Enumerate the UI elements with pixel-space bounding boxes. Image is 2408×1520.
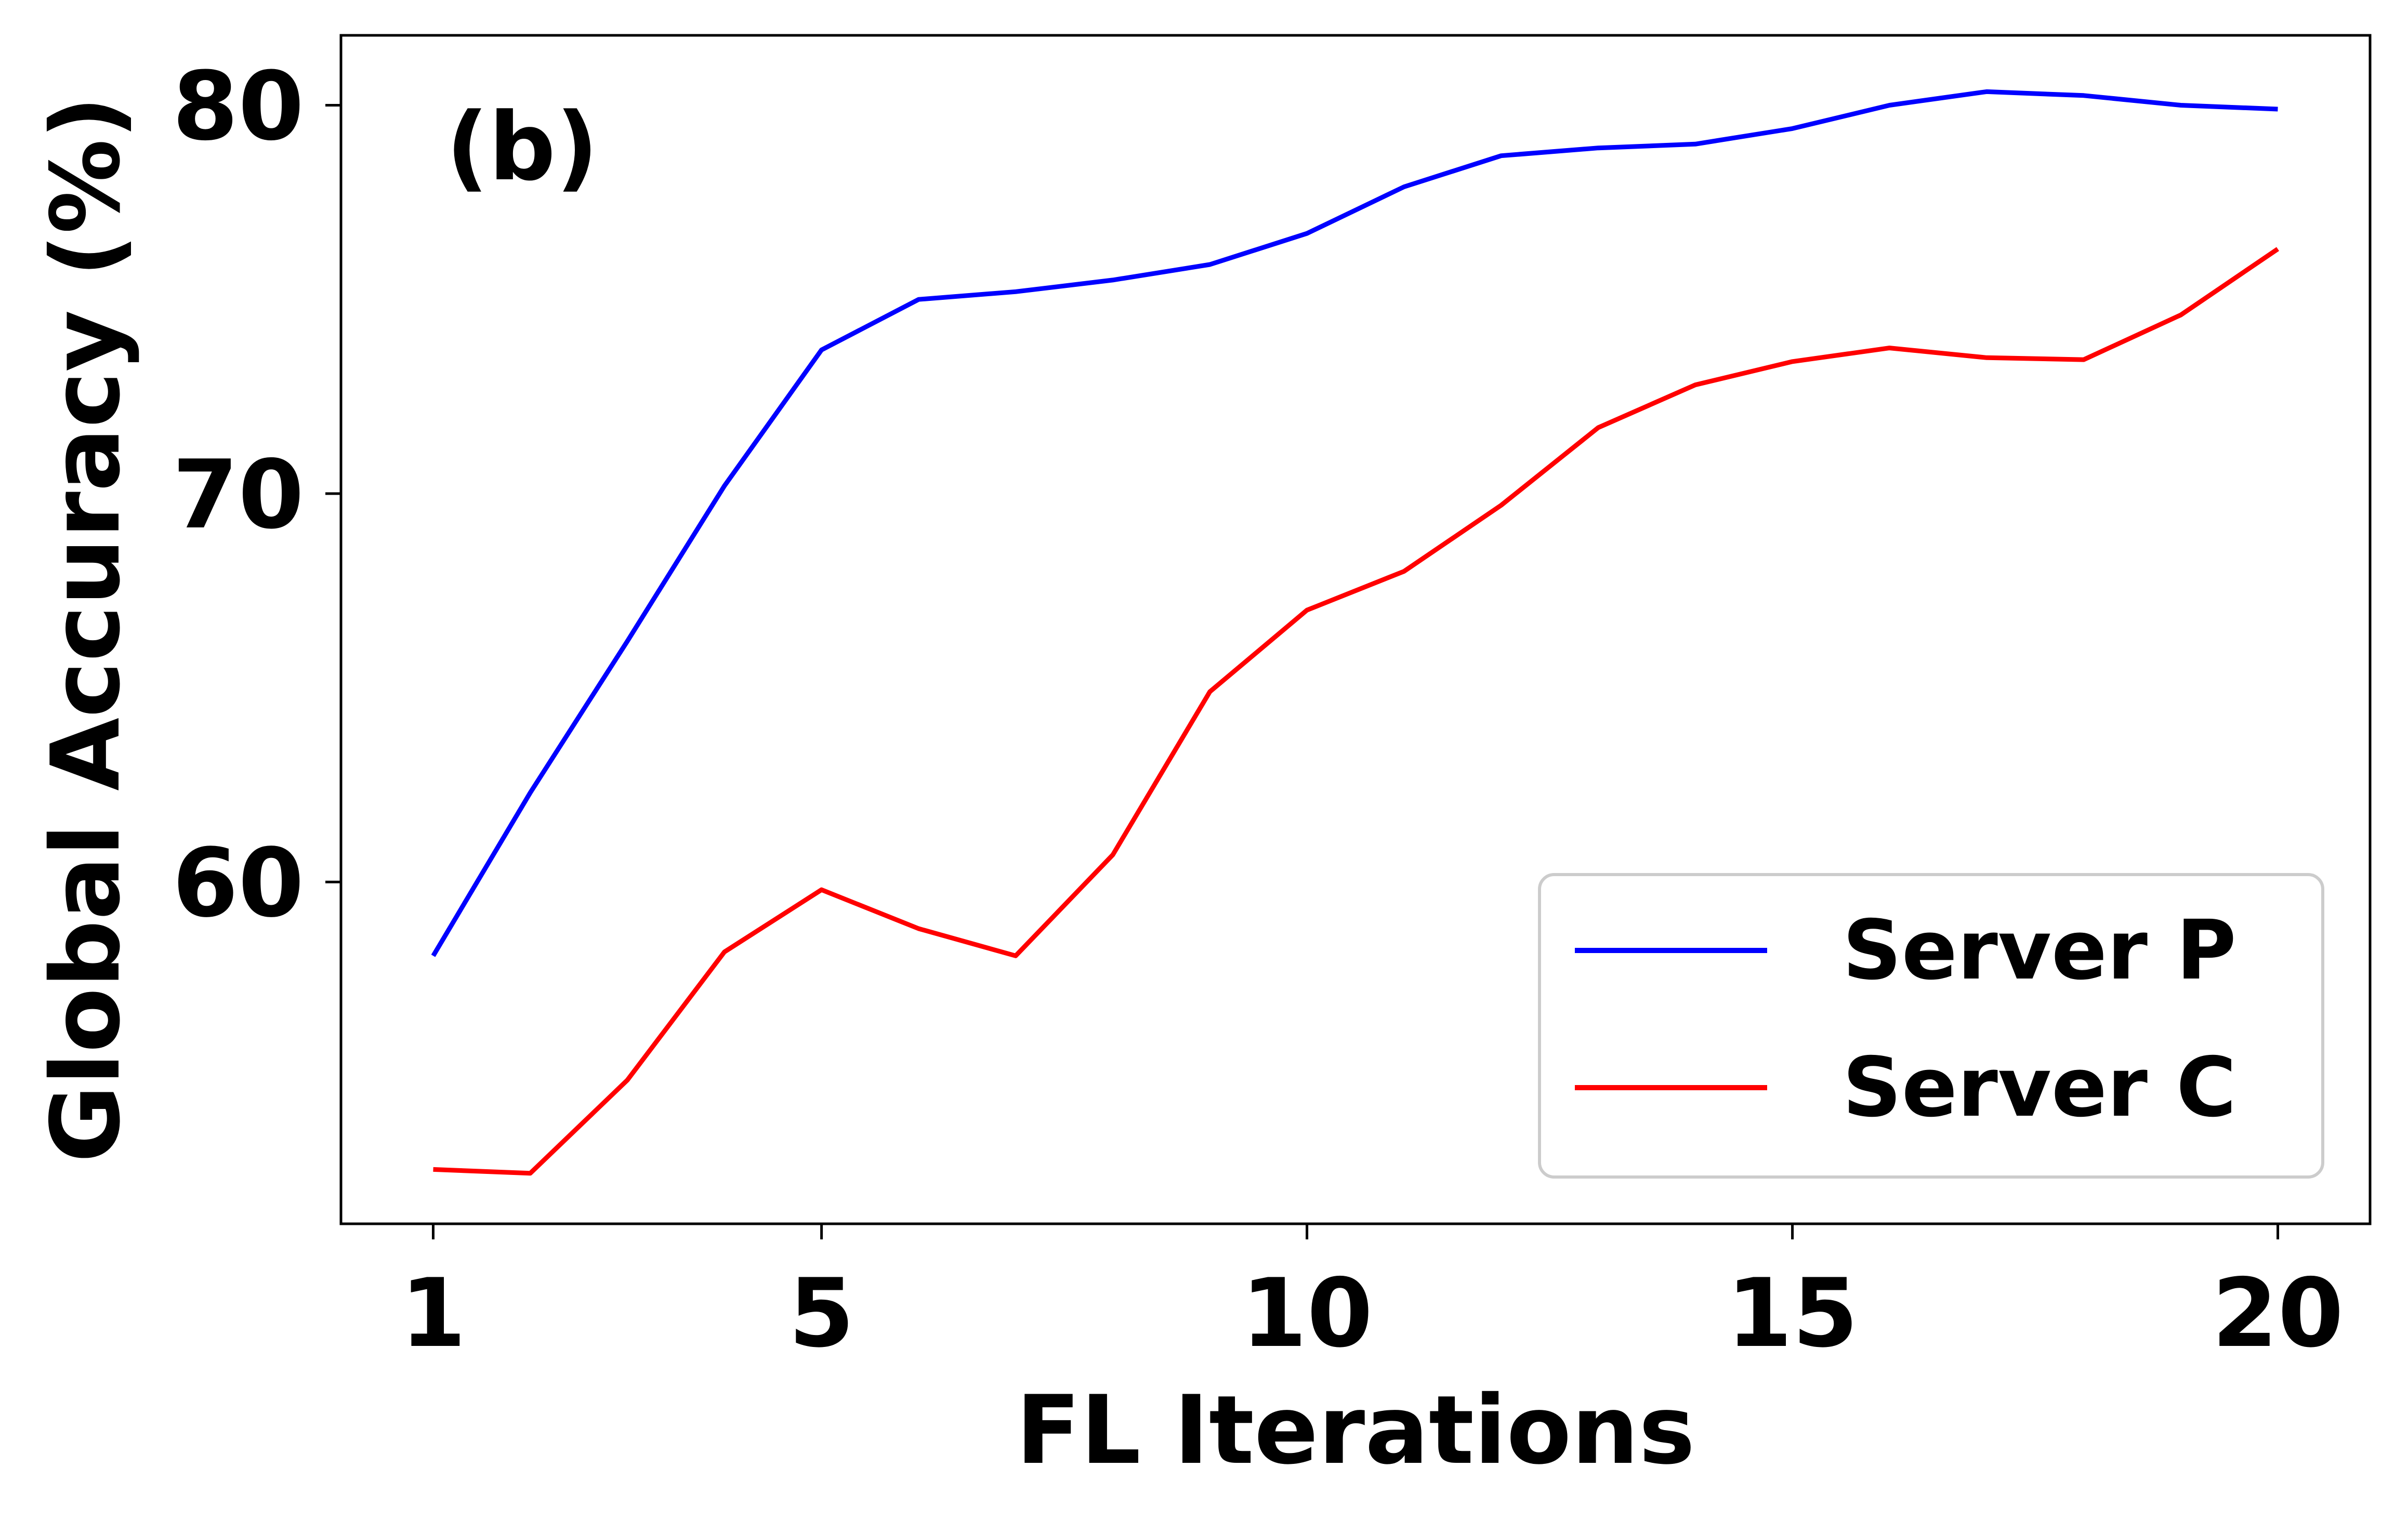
y-tick-label: 60 (173, 828, 304, 938)
panel-label: (b) (446, 93, 598, 202)
legend-label-1: Server P (1843, 903, 2236, 998)
y-axis-ticks: 60 70 80 (173, 51, 341, 938)
y-tick-label: 70 (173, 440, 304, 550)
series-line-2 (433, 247, 2280, 1176)
plot-frame (339, 34, 2372, 1225)
series-layer (431, 89, 2280, 1176)
legend-label-2: Server C (1843, 1040, 2236, 1135)
x-tick-label: 15 (1727, 1258, 1858, 1368)
x-tick-label: 1 (400, 1258, 466, 1368)
y-axis-label: Global Accuracy (%) (31, 96, 141, 1162)
series-line-1 (431, 89, 2278, 957)
legend: Server P Server C (1538, 873, 2324, 1179)
x-axis-ticks: 1 5 10 15 20 (400, 1224, 2344, 1368)
y-tick-label: 80 (173, 51, 304, 162)
x-tick-label: 5 (788, 1258, 854, 1368)
legend-items: Server P Server C (1575, 903, 2236, 1135)
x-axis-label: FL Iterations (1016, 1375, 1695, 1485)
x-tick-label: 10 (1241, 1258, 1373, 1368)
x-tick-label: 20 (2212, 1258, 2344, 1368)
